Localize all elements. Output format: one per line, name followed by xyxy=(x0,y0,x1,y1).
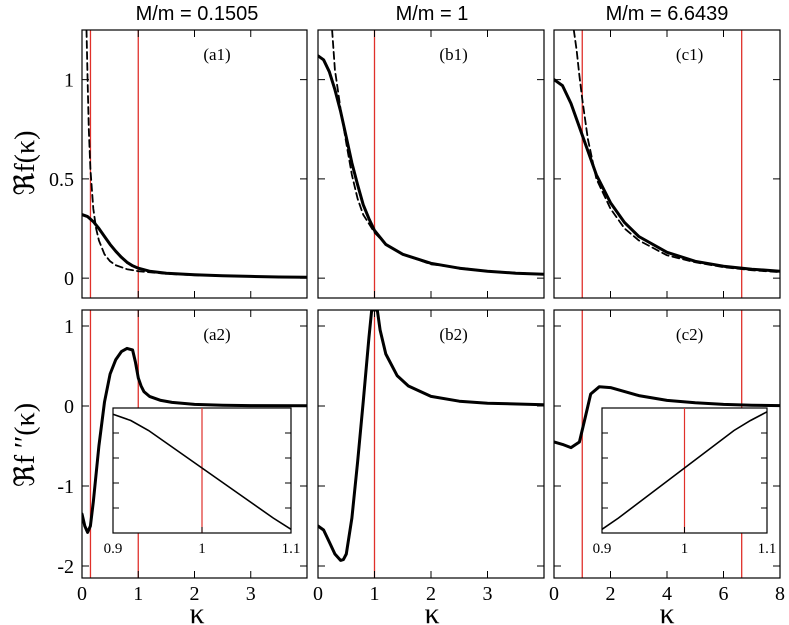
panel-frame-b2 xyxy=(317,309,545,579)
ytick-label-a2-2: 0 xyxy=(64,396,74,418)
panel-b2: 0 1 2 3 (b2) xyxy=(313,309,545,605)
panel-label-c2: (c2) xyxy=(676,325,703,344)
panel-label-a1: (a1) xyxy=(203,45,230,64)
ytick-label-a2-0: -2 xyxy=(57,556,74,578)
xtick-label-c2-1: 2 xyxy=(606,583,616,605)
ylabel-top: ℜf(κ) xyxy=(10,131,41,196)
xtick-label-b2-3: 3 xyxy=(483,583,493,605)
panel-frame-c1 xyxy=(553,29,781,299)
series-solid-a2 xyxy=(82,346,307,534)
series-solid-c2 xyxy=(554,385,780,450)
xtick-label-a2-2: 2 xyxy=(190,583,200,605)
ytick-label-a1-1: 0.5 xyxy=(49,169,74,191)
inset-xtick-label-c2-0: 0.9 xyxy=(593,541,612,557)
inset-xtick-label-a2-0: 0.9 xyxy=(104,541,123,557)
inset-curve-c2 xyxy=(601,411,768,530)
xtick-label-c2-3: 6 xyxy=(719,583,729,605)
series-dashed-b1 xyxy=(331,30,544,276)
ytick-label-a2-3: 1 xyxy=(64,316,74,338)
xtick-label-c2-0: 0 xyxy=(549,583,559,605)
xtick-label-c2-2: 4 xyxy=(662,583,672,605)
ytick-label-a1-2: 1 xyxy=(64,70,74,92)
series-solid-b1 xyxy=(318,54,544,276)
inset-xtick-label-c2-1: 1 xyxy=(681,541,689,557)
panel-a1: 0 0.5 1 (a1) xyxy=(49,29,308,299)
inset-xtick-label-a2-2: 1.1 xyxy=(282,541,301,557)
inset-c2: 0.9 1 1.1 xyxy=(593,407,777,557)
panel-label-c1: (c1) xyxy=(676,45,703,64)
ytick-label-a1-0: 0 xyxy=(64,268,74,290)
panels: 0 0.5 1 (a1) (b1) (c1) -2 -1 0 1 0 1 2 3 (a2) 0.9 1 1.1 0 1… xyxy=(49,29,785,605)
panel-label-b1: (b1) xyxy=(439,45,467,64)
series-solid-b2 xyxy=(318,310,544,562)
series-dashed-a1 xyxy=(85,30,307,279)
column-title-a: M/m = 0.1505 xyxy=(136,3,259,25)
inset-curve-a2 xyxy=(112,413,292,530)
xtick-label-b2-2: 2 xyxy=(426,583,436,605)
xtick-label-a2-3: 3 xyxy=(246,583,256,605)
panel-label-a2: (a2) xyxy=(203,325,230,344)
xtick-label-b2-1: 1 xyxy=(370,583,380,605)
panel-label-b2: (b2) xyxy=(439,325,467,344)
xlabel-a: κ xyxy=(189,597,204,625)
panel-frame-a1 xyxy=(81,29,308,299)
xlabel-b: κ xyxy=(424,597,439,625)
panel-a2: -2 -1 0 1 0 1 2 3 (a2) 0.9 1 1.1 xyxy=(57,309,308,605)
inset-a2: 0.9 1 1.1 xyxy=(104,407,301,557)
series-solid-c1 xyxy=(554,78,780,273)
xtick-label-c2-4: 8 xyxy=(775,583,785,605)
panel-b1: (b1) xyxy=(317,29,545,299)
xtick-label-a2-1: 1 xyxy=(133,583,143,605)
series-solid-a1 xyxy=(82,213,307,279)
xlabel-c: κ xyxy=(659,597,674,625)
inset-xtick-label-a2-1: 1 xyxy=(198,541,206,557)
xtick-label-a2-0: 0 xyxy=(77,583,87,605)
column-title-b: M/m = 1 xyxy=(396,3,469,25)
ylabel-bottom: ℜf ′′(κ) xyxy=(10,403,41,487)
panel-c1: (c1) xyxy=(553,29,781,299)
xtick-label-b2-0: 0 xyxy=(313,583,323,605)
series-dashed-c1 xyxy=(572,30,780,274)
ytick-label-a2-1: -1 xyxy=(57,476,74,498)
column-title-c: M/m = 6.6439 xyxy=(606,3,729,25)
inset-xtick-label-c2-2: 1.1 xyxy=(758,541,777,557)
panel-c2: 0 2 4 6 8 (c2) 0.9 1 1.1 xyxy=(549,309,785,605)
